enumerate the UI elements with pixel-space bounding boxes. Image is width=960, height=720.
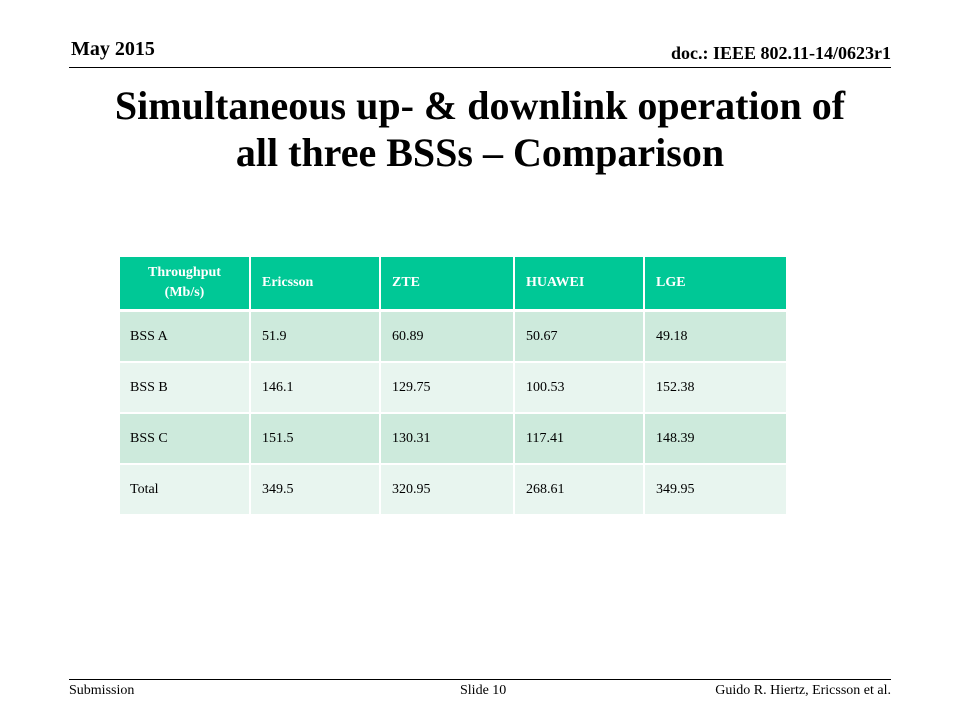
row-label: BSS B [120,362,251,414]
slide-title-line1: Simultaneous up- & downlink operation of [114,83,846,128]
table-cell: 268.61 [514,464,645,516]
corner-line2: (Mb/s) [164,285,205,300]
header-divider [69,67,891,68]
table-cell: 130.31 [380,413,515,465]
throughput-table: Throughput (Mb/s) Ericsson ZTE HUAWEI LG… [120,257,788,516]
header-doc-id: doc.: IEEE 802.11-14/0623r1 [670,43,891,63]
table-cell: 51.9 [250,310,381,363]
footer-slide-number: Slide 10 [460,683,507,698]
table-cell: 117.41 [514,413,645,465]
table-row: BSS B 146.1 129.75 100.53 152.38 [120,362,788,414]
table-cell: 151.5 [250,413,381,465]
table-cell: 349.95 [644,464,788,516]
slide-title-line2: all three BSSs – Comparison [235,130,725,175]
table-cell: 129.75 [380,362,515,414]
table-cell: 320.95 [380,464,515,516]
table-cell: 152.38 [644,362,788,414]
footer-divider [69,679,891,680]
corner-line1: Throughput [148,265,221,280]
table-row: BSS A 51.9 60.89 50.67 49.18 [120,310,788,363]
table-cell: 349.5 [250,464,381,516]
table-row: BSS C 151.5 130.31 117.41 148.39 [120,413,788,465]
row-label: BSS C [120,413,251,465]
table-corner-header: Throughput (Mb/s) [120,257,251,312]
table-row: Total 349.5 320.95 268.61 349.95 [120,464,788,516]
table-cell: 50.67 [514,310,645,363]
table-cell: 100.53 [514,362,645,414]
table-cell: 60.89 [380,310,515,363]
table-cell: 146.1 [250,362,381,414]
table-cell: 148.39 [644,413,788,465]
column-header-huawei: HUAWEI [514,257,645,312]
table-cell: 49.18 [644,310,788,363]
column-header-ericsson: Ericsson [250,257,381,312]
footer-author: Guido R. Hiertz, Ericsson et al. [715,683,891,698]
footer-submission: Submission [69,683,135,698]
column-header-zte: ZTE [380,257,515,312]
table-header-row: Throughput (Mb/s) Ericsson ZTE HUAWEI LG… [120,257,788,312]
header-date: May 2015 [71,38,155,60]
column-header-lge: LGE [644,257,788,312]
row-label: BSS A [120,310,251,363]
row-label: Total [120,464,251,516]
slide-title: Simultaneous up- & downlink operation of… [40,82,920,176]
